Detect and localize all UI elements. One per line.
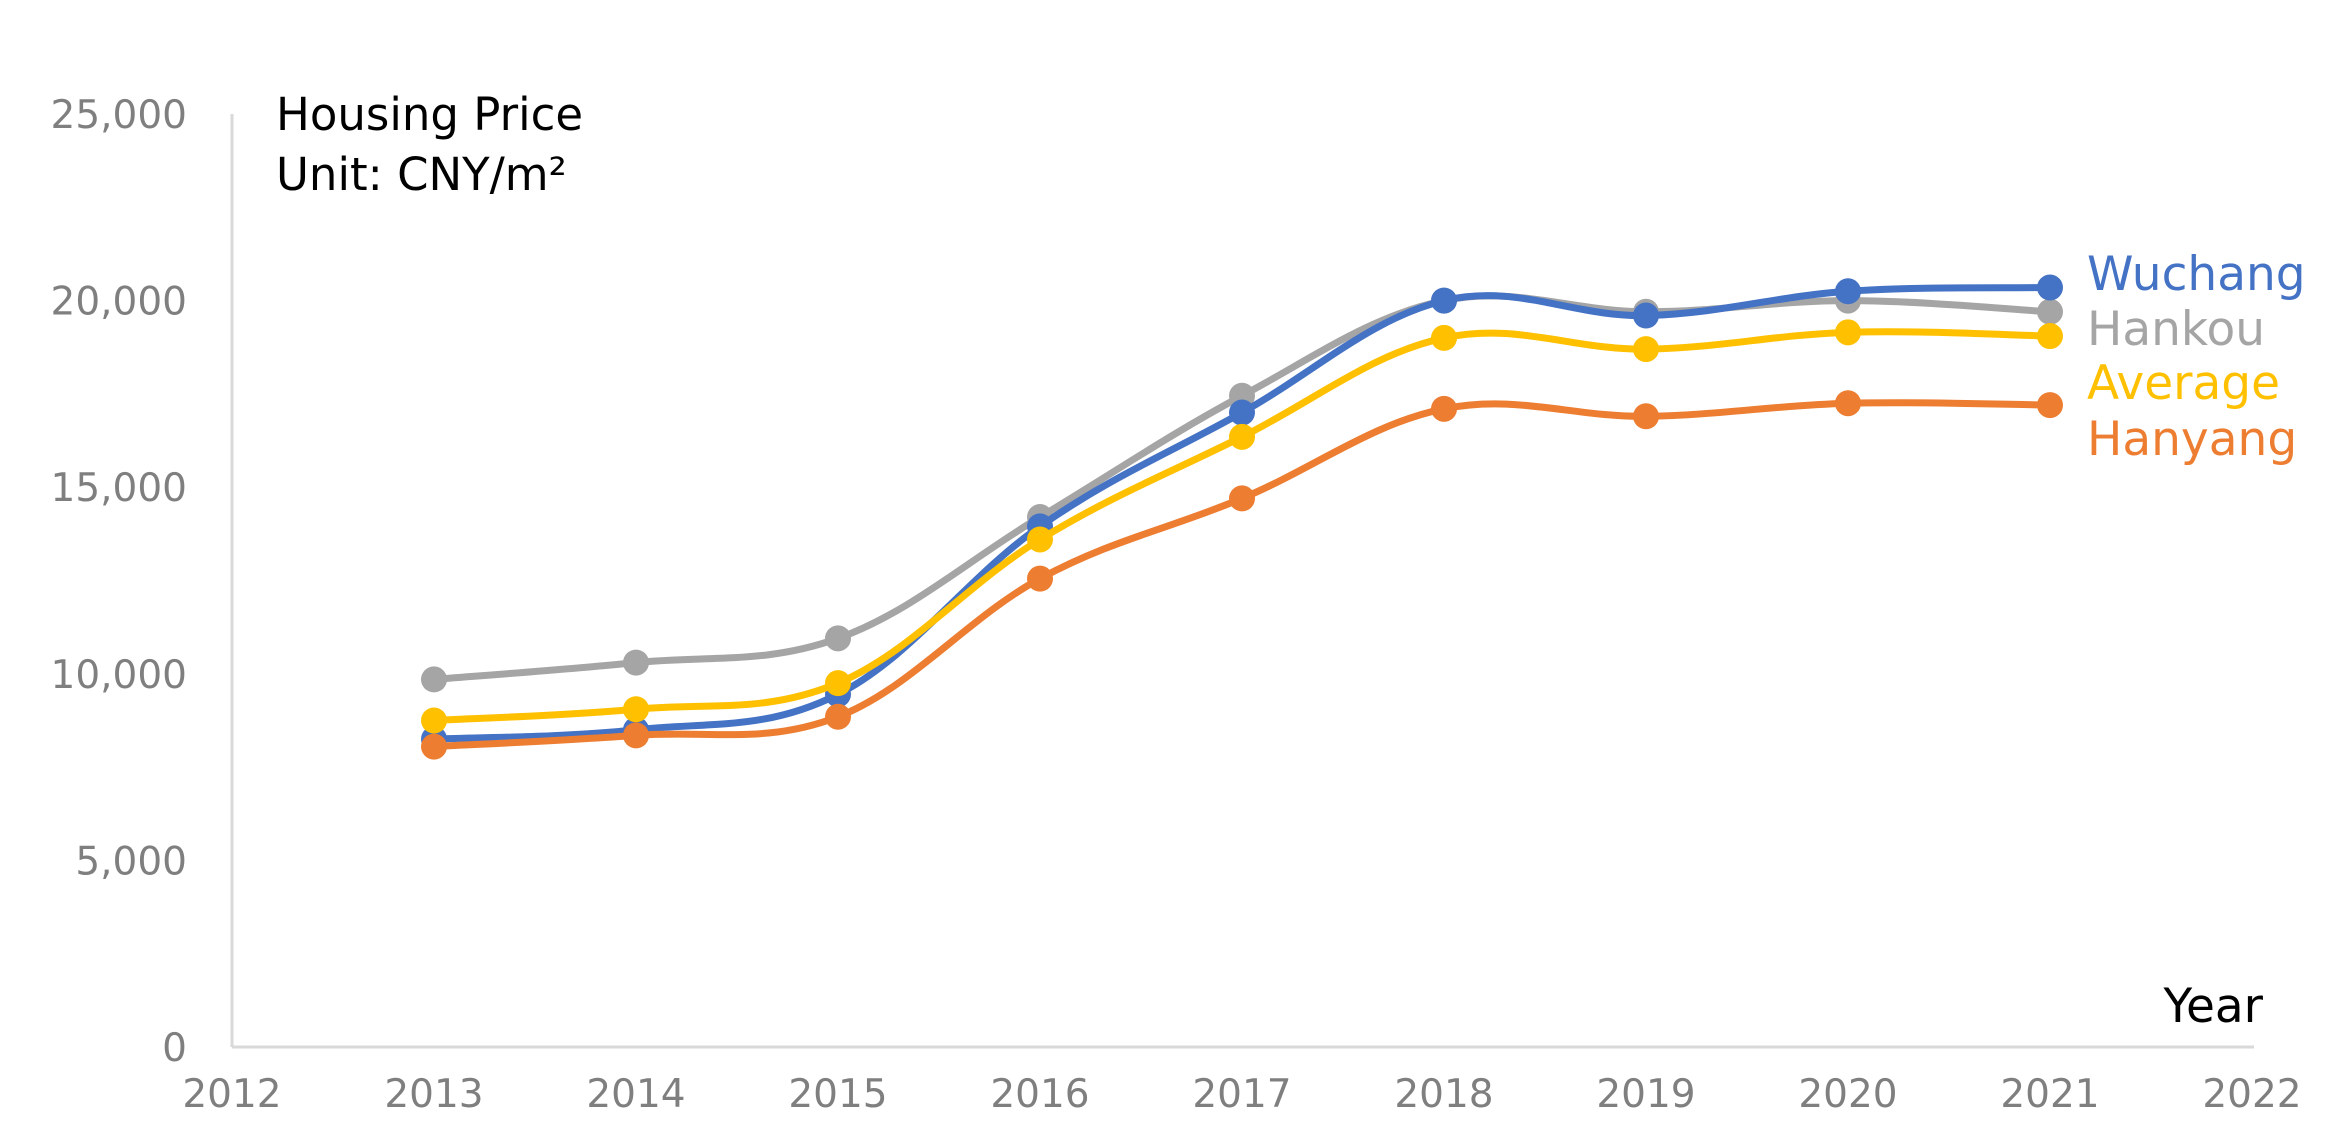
data-point-wuchang [1835,278,1861,305]
data-point-hanyang [2037,392,2063,419]
x-tick-label: 2015 [788,1072,887,1117]
y-tick-label: 10,000 [51,653,187,698]
chart-title-line1: Housing Price [276,88,583,141]
data-point-hankou [825,625,851,652]
y-tick-label: 20,000 [51,280,187,325]
series-wuchang [421,274,2063,753]
x-tick-label: 2017 [1192,1072,1291,1117]
x-tick-label: 2014 [586,1072,685,1117]
data-point-wuchang [1229,399,1255,426]
series-layer [421,274,2063,760]
series-hanyang [421,390,2063,760]
data-point-average [825,670,851,697]
data-point-average [1431,324,1457,351]
x-tick-label: 2021 [2000,1072,2099,1117]
data-point-hankou [421,666,447,693]
data-point-average [1835,319,1861,346]
data-point-hanyang [623,722,649,749]
y-tick-label: 25,000 [51,93,187,138]
data-point-average [1633,336,1659,363]
chart-title-line2: Unit: CNY/m² [276,148,567,201]
data-point-hanyang [1835,390,1861,417]
data-point-average [1229,423,1255,450]
x-tick-label: 2012 [182,1072,281,1117]
data-point-wuchang [2037,274,2063,301]
x-tick-label: 2013 [384,1072,483,1117]
data-point-hanyang [1229,485,1255,512]
data-point-wuchang [1633,302,1659,329]
series-average [421,319,2063,734]
legend-label-average: Average [2087,356,2280,411]
data-point-hanyang [1431,395,1457,422]
y-tick-label: 0 [162,1026,187,1071]
x-axis-ticks: 2012 2013 2014 2015 2016 2017 2018 2019 2020 2021… [182,1072,2301,1117]
y-axis-ticks: 0 5,000 10,000 15,000 20,000 25,000 [51,93,187,1071]
x-tick-label: 2016 [990,1072,1089,1117]
data-point-hanyang [825,703,851,730]
data-point-hanyang [1027,565,1053,592]
x-tick-label: 2022 [2202,1072,2301,1117]
data-point-hankou [2037,298,2063,325]
series-line-hanyang [430,399,2054,751]
legend-label-hanyang: Hanyang [2087,412,2297,467]
series-line-wuchang [430,284,2054,743]
x-tick-label: 2020 [1798,1072,1897,1117]
data-point-hanyang [1633,403,1659,430]
data-point-average [1027,526,1053,553]
data-point-hankou [623,649,649,676]
data-point-wuchang [1431,287,1457,314]
legend-label-wuchang: Wuchang [2087,247,2306,302]
x-tick-label: 2019 [1596,1072,1695,1117]
data-point-average [421,707,447,734]
data-point-hanyang [421,733,447,760]
x-tick-label: 2018 [1394,1072,1493,1117]
y-tick-label: 15,000 [51,466,187,511]
legend-label-hankou: Hankou [2087,302,2265,357]
y-tick-label: 5,000 [75,839,187,884]
data-point-average [2037,323,2063,350]
data-point-average [623,696,649,723]
x-axis-label: Year [2162,979,2263,1034]
